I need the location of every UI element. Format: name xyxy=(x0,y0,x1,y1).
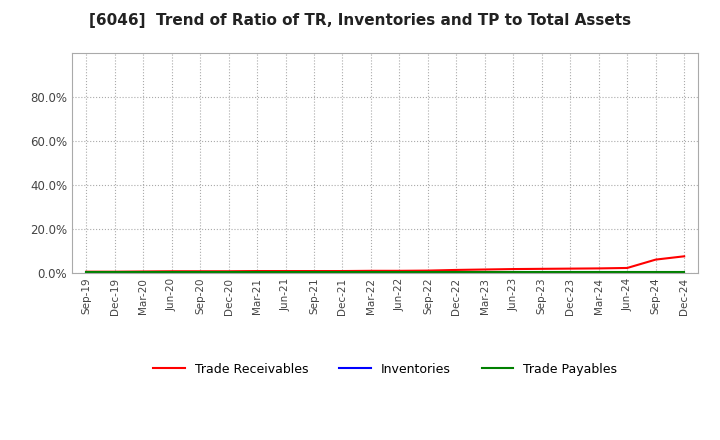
Inventories xyxy=(480,270,489,275)
Inventories xyxy=(452,270,461,275)
Trade Receivables xyxy=(139,269,148,274)
Trade Receivables xyxy=(253,268,261,274)
Trade Payables xyxy=(395,269,404,275)
Trade Payables xyxy=(566,269,575,275)
Inventories xyxy=(110,270,119,275)
Trade Payables xyxy=(480,269,489,275)
Trade Payables xyxy=(423,269,432,275)
Inventories xyxy=(253,270,261,275)
Inventories xyxy=(139,270,148,275)
Trade Payables xyxy=(82,269,91,275)
Text: [6046]  Trend of Ratio of TR, Inventories and TP to Total Assets: [6046] Trend of Ratio of TR, Inventories… xyxy=(89,13,631,28)
Inventories xyxy=(566,270,575,275)
Trade Receivables xyxy=(395,268,404,273)
Trade Payables xyxy=(652,269,660,275)
Trade Payables xyxy=(452,269,461,275)
Trade Receivables xyxy=(423,268,432,273)
Inventories xyxy=(225,270,233,275)
Trade Receivables xyxy=(509,266,518,271)
Inventories xyxy=(366,270,375,275)
Trade Payables xyxy=(509,269,518,275)
Trade Receivables xyxy=(652,257,660,262)
Trade Receivables xyxy=(82,269,91,275)
Trade Payables xyxy=(110,269,119,275)
Trade Payables xyxy=(623,269,631,275)
Trade Payables xyxy=(366,269,375,275)
Inventories xyxy=(509,270,518,275)
Inventories xyxy=(196,270,204,275)
Inventories xyxy=(338,270,347,275)
Trade Payables xyxy=(167,269,176,275)
Trade Receivables xyxy=(480,267,489,272)
Trade Payables xyxy=(225,269,233,275)
Inventories xyxy=(167,270,176,275)
Inventories xyxy=(537,270,546,275)
Trade Receivables xyxy=(680,253,688,259)
Trade Payables xyxy=(537,269,546,275)
Inventories xyxy=(595,270,603,275)
Inventories xyxy=(623,270,631,275)
Trade Payables xyxy=(139,269,148,275)
Trade Receivables xyxy=(566,266,575,271)
Trade Payables xyxy=(310,269,318,275)
Inventories xyxy=(652,270,660,275)
Line: Trade Receivables: Trade Receivables xyxy=(86,256,684,271)
Inventories xyxy=(82,270,91,275)
Trade Receivables xyxy=(225,268,233,274)
Trade Receivables xyxy=(282,268,290,274)
Trade Payables xyxy=(196,269,204,275)
Trade Receivables xyxy=(310,268,318,274)
Trade Receivables xyxy=(623,265,631,271)
Trade Receivables xyxy=(167,268,176,274)
Trade Receivables xyxy=(338,268,347,274)
Inventories xyxy=(282,270,290,275)
Trade Payables xyxy=(338,269,347,275)
Trade Receivables xyxy=(196,268,204,274)
Trade Payables xyxy=(253,269,261,275)
Trade Payables xyxy=(595,269,603,275)
Inventories xyxy=(395,270,404,275)
Trade Payables xyxy=(282,269,290,275)
Legend: Trade Receivables, Inventories, Trade Payables: Trade Receivables, Inventories, Trade Pa… xyxy=(148,358,622,381)
Trade Payables xyxy=(680,269,688,275)
Trade Receivables xyxy=(537,266,546,271)
Trade Receivables xyxy=(110,269,119,275)
Trade Receivables xyxy=(595,266,603,271)
Inventories xyxy=(423,270,432,275)
Trade Receivables xyxy=(452,267,461,272)
Inventories xyxy=(680,270,688,275)
Trade Receivables xyxy=(366,268,375,273)
Inventories xyxy=(310,270,318,275)
